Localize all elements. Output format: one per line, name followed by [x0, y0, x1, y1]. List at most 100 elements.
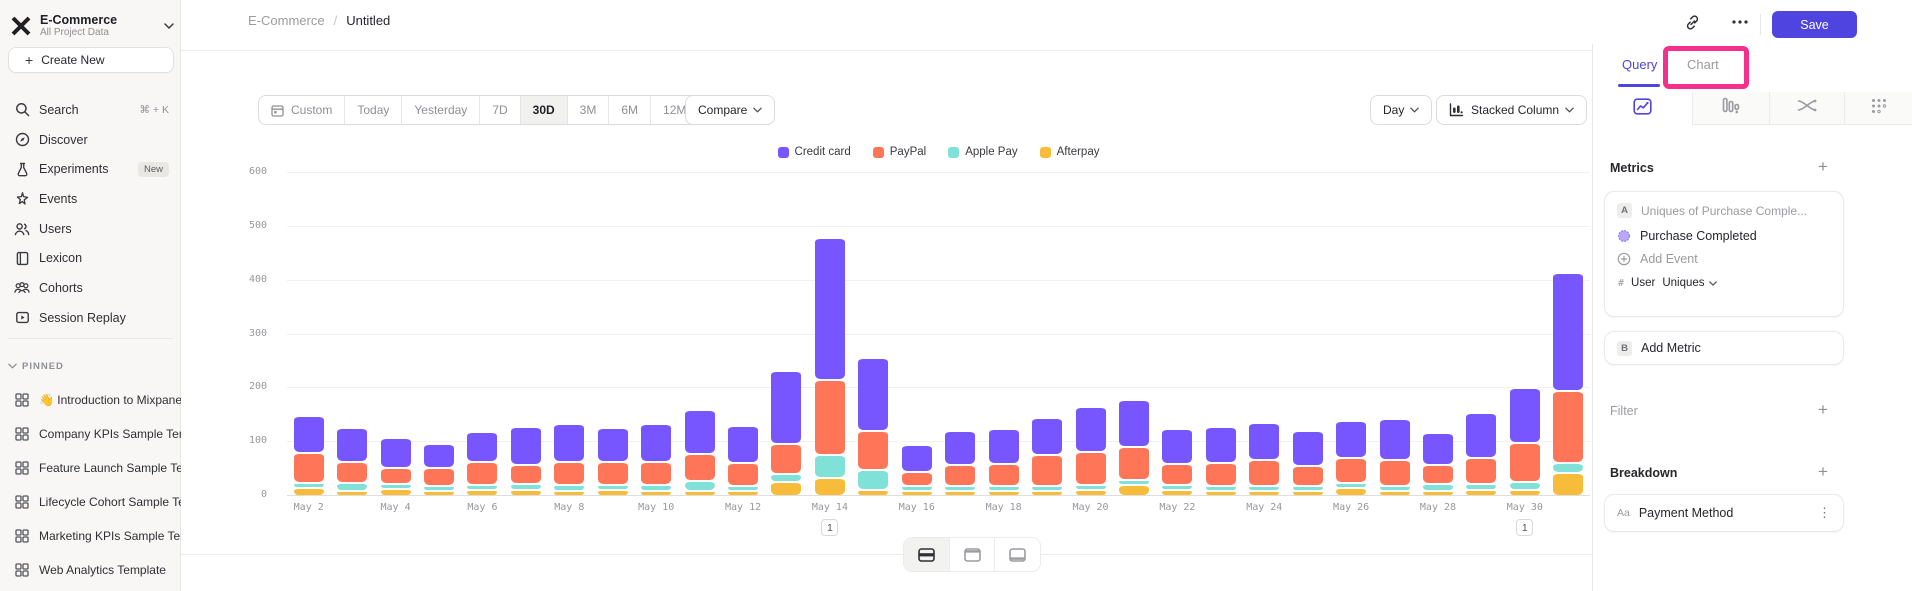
bar-segment-paypal[interactable]: [901, 471, 932, 485]
bar-segment-credit-card[interactable]: [554, 423, 585, 462]
stacked-bar-may-13[interactable]: [771, 369, 802, 495]
bar-segment-afterpay[interactable]: [814, 477, 845, 495]
pinned-board-item[interactable]: Feature Launch Sample Template: [0, 451, 181, 485]
date-range-3m[interactable]: 3M: [566, 96, 609, 124]
chart-type-dropdown[interactable]: Stacked Column: [1436, 95, 1588, 125]
bar-segment-apple-pay[interactable]: [684, 479, 715, 490]
bar-segment-paypal[interactable]: [771, 443, 802, 473]
bar-segment-afterpay[interactable]: [945, 490, 976, 495]
more-options-button[interactable]: [1727, 9, 1753, 35]
bar-segment-paypal[interactable]: [1292, 464, 1323, 485]
bar-segment-credit-card[interactable]: [597, 427, 628, 461]
bar-segment-paypal[interactable]: [1509, 442, 1540, 482]
stacked-bar-may-27[interactable]: [1379, 418, 1410, 495]
bar-segment-credit-card[interactable]: [1336, 419, 1367, 458]
stacked-bar-may-19[interactable]: [1032, 416, 1063, 495]
bar-segment-afterpay[interactable]: [467, 488, 498, 495]
date-range-today[interactable]: Today: [344, 96, 401, 124]
bar-segment-credit-card[interactable]: [771, 369, 802, 444]
stacked-bar-may-3[interactable]: [337, 427, 368, 495]
bar-segment-apple-pay[interactable]: [467, 483, 498, 489]
date-range-custom[interactable]: Custom: [259, 96, 344, 124]
stacked-bar-may-20[interactable]: [1075, 405, 1106, 495]
bar-segment-afterpay[interactable]: [1162, 488, 1193, 495]
bar-segment-credit-card[interactable]: [510, 425, 541, 465]
bar-segment-credit-card[interactable]: [1032, 416, 1063, 455]
bar-segment-afterpay[interactable]: [901, 489, 932, 495]
bar-segment-credit-card[interactable]: [901, 444, 932, 472]
bar-segment-apple-pay[interactable]: [1032, 485, 1063, 490]
sidebar-item-users[interactable]: Users: [0, 214, 181, 244]
annotation-badge-may-30[interactable]: 1: [1516, 519, 1534, 536]
bar-segment-credit-card[interactable]: [424, 443, 455, 468]
stacked-bar-may-16[interactable]: [901, 444, 932, 495]
bar-segment-afterpay[interactable]: [1205, 489, 1236, 495]
bar-segment-apple-pay[interactable]: [1118, 479, 1149, 485]
bar-segment-apple-pay[interactable]: [1205, 484, 1236, 490]
bar-segment-credit-card[interactable]: [1249, 421, 1280, 460]
bar-segment-afterpay[interactable]: [1422, 489, 1453, 495]
sidebar-item-discover[interactable]: Discover: [0, 125, 181, 155]
bar-segment-afterpay[interactable]: [1336, 486, 1367, 495]
bar-segment-paypal[interactable]: [510, 464, 541, 484]
bar-segment-afterpay[interactable]: [510, 488, 541, 495]
compare-button[interactable]: Compare: [685, 95, 776, 125]
stacked-bar-may-22[interactable]: [1162, 428, 1193, 495]
stacked-bar-may-29[interactable]: [1466, 411, 1497, 495]
bar-segment-afterpay[interactable]: [1249, 489, 1280, 495]
bar-segment-credit-card[interactable]: [1205, 425, 1236, 463]
pinned-board-item[interactable]: Lifecycle Cohort Sample Template: [0, 485, 181, 519]
bar-segment-paypal[interactable]: [988, 463, 1019, 485]
date-range-30d[interactable]: 30D: [519, 96, 567, 124]
bar-segment-paypal[interactable]: [1553, 389, 1584, 463]
bar-segment-apple-pay[interactable]: [554, 484, 585, 490]
bar-segment-credit-card[interactable]: [988, 427, 1019, 464]
stacked-bar-may-15[interactable]: [858, 356, 889, 495]
add-breakdown-plus-button[interactable]: +: [1818, 461, 1828, 481]
bar-segment-credit-card[interactable]: [1162, 428, 1193, 464]
bar-segment-paypal[interactable]: [858, 430, 889, 470]
stacked-bar-may-5[interactable]: [424, 443, 455, 495]
pinned-board-item[interactable]: 👋 Introduction to Mixpanel Boards: [0, 383, 181, 417]
bar-segment-paypal[interactable]: [684, 453, 715, 480]
bar-segment-apple-pay[interactable]: [1553, 462, 1584, 472]
annotation-badge-may-14[interactable]: 1: [821, 519, 839, 536]
bar-segment-paypal[interactable]: [1118, 445, 1149, 480]
stacked-bar-may-24[interactable]: [1249, 421, 1280, 495]
bar-segment-apple-pay[interactable]: [1422, 483, 1453, 490]
bar-segment-afterpay[interactable]: [858, 489, 889, 495]
bar-segment-afterpay[interactable]: [1118, 484, 1149, 495]
metric-a-card[interactable]: A Uniques of Purchase Comple... Purchase…: [1604, 191, 1844, 317]
bar-segment-credit-card[interactable]: [641, 422, 672, 461]
bar-segment-credit-card[interactable]: [1075, 405, 1106, 452]
bar-segment-afterpay[interactable]: [337, 490, 368, 495]
legend-item-afterpay[interactable]: Afterpay: [1039, 146, 1099, 158]
add-event-row[interactable]: Add Event: [1617, 252, 1831, 266]
stacked-bar-may-30[interactable]: [1509, 387, 1540, 495]
bar-segment-credit-card[interactable]: [380, 436, 411, 467]
bar-segment-paypal[interactable]: [945, 464, 976, 485]
layout-chart-only-button[interactable]: [948, 538, 995, 571]
save-button[interactable]: Save: [1772, 11, 1857, 38]
bar-segment-paypal[interactable]: [1249, 459, 1280, 485]
metric-b-add-card[interactable]: B Add Metric: [1604, 331, 1844, 365]
breadcrumb-report-title[interactable]: Untitled: [346, 13, 391, 28]
bar-segment-apple-pay[interactable]: [1249, 484, 1280, 490]
pinned-section-header[interactable]: PINNED: [8, 358, 174, 374]
bar-segment-credit-card[interactable]: [858, 356, 889, 431]
bar-segment-apple-pay[interactable]: [1466, 483, 1497, 489]
bar-segment-afterpay[interactable]: [641, 490, 672, 495]
stacked-bar-may-14[interactable]: [814, 236, 845, 495]
stacked-bar-may-21[interactable]: [1118, 398, 1149, 495]
copy-link-button[interactable]: [1679, 9, 1705, 35]
pinned-board-item[interactable]: Company KPIs Sample Template: [0, 417, 181, 451]
bar-segment-apple-pay[interactable]: [988, 485, 1019, 490]
bar-segment-paypal[interactable]: [814, 379, 845, 455]
bar-segment-apple-pay[interactable]: [1075, 483, 1106, 489]
sidebar-item-lexicon[interactable]: Lexicon: [0, 243, 181, 273]
bar-segment-apple-pay[interactable]: [771, 472, 802, 482]
bar-segment-apple-pay[interactable]: [814, 454, 845, 478]
bar-segment-credit-card[interactable]: [684, 408, 715, 454]
layout-split-view-button[interactable]: [904, 538, 949, 571]
sidebar-item-cohorts[interactable]: Cohorts: [0, 273, 181, 303]
